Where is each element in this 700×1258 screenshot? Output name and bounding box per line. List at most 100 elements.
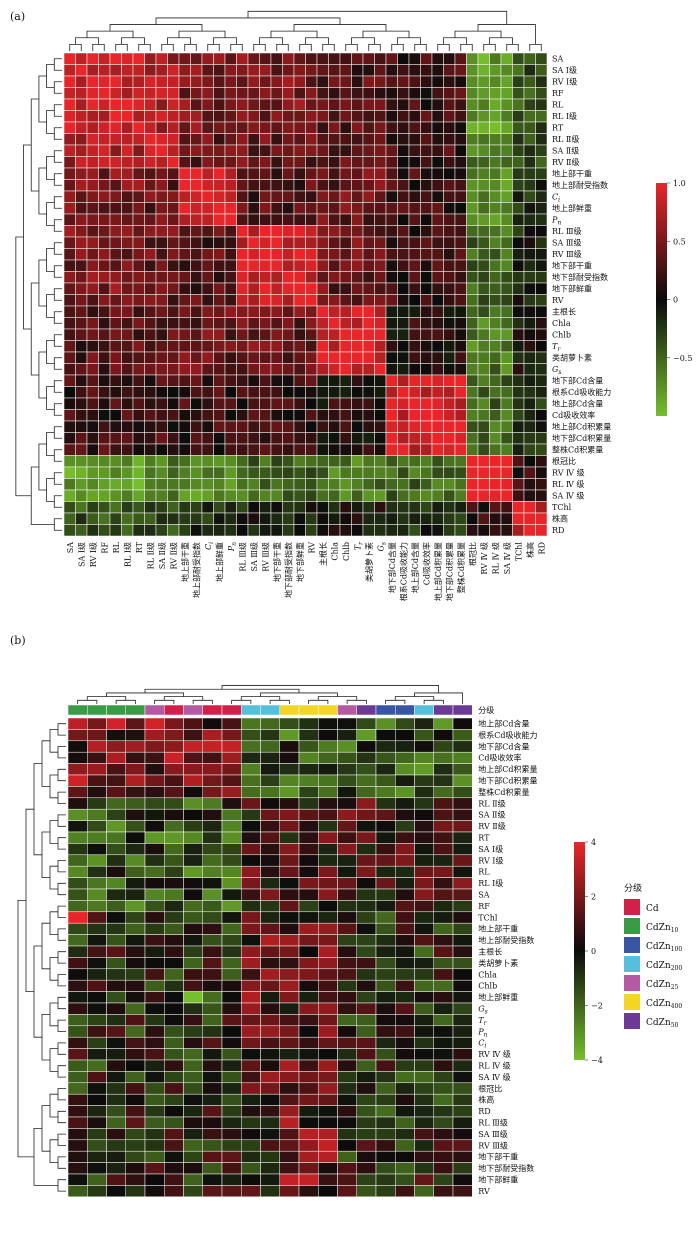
heatmap-cell — [500, 317, 513, 330]
heatmap-cell — [414, 922, 434, 935]
heatmap-cell — [431, 305, 444, 318]
heatmap-cell — [241, 922, 261, 935]
heatmap-cell — [109, 455, 122, 468]
heatmap-cell — [190, 190, 203, 203]
heatmap-cell — [374, 432, 387, 445]
heatmap-cell — [183, 729, 203, 742]
heatmap-cell — [106, 900, 126, 913]
heatmap-cell — [375, 808, 396, 821]
heatmap-cell — [183, 820, 203, 833]
heatmap-cell — [167, 144, 180, 157]
heatmap-cell — [414, 740, 434, 753]
heatmap-cell — [328, 179, 341, 192]
heatmap-cell — [356, 1014, 377, 1027]
heatmap-cell — [420, 374, 433, 387]
heatmap-cell — [500, 420, 513, 433]
heatmap-cell — [144, 979, 165, 992]
heatmap-cell — [420, 110, 433, 123]
heatmap-cell — [67, 1150, 88, 1163]
heatmap-cell — [241, 1071, 261, 1084]
heatmap-cell — [144, 524, 157, 537]
heatmap-cell — [316, 202, 329, 215]
row-label: RV Ⅱ级 — [478, 821, 506, 831]
heatmap-cell — [106, 1105, 126, 1118]
heatmap-cell — [500, 98, 513, 111]
heatmap-cell — [213, 98, 226, 111]
column-label: RV Ⅳ 级 — [479, 542, 489, 575]
heatmap-cell — [202, 786, 223, 799]
heatmap-cell — [260, 797, 280, 810]
heatmap-cell — [362, 156, 375, 169]
heatmap-cell — [167, 363, 180, 376]
heatmap-cell — [178, 75, 191, 88]
heatmap-cell — [397, 213, 410, 226]
heatmap-cell — [523, 524, 536, 537]
heatmap-cell — [109, 397, 122, 410]
heatmap-cell — [385, 156, 398, 169]
heatmap-cell — [183, 991, 203, 1004]
heatmap-cell — [279, 751, 300, 764]
heatmap-cell — [305, 328, 318, 341]
heatmap-cell — [98, 179, 111, 192]
heatmap-cell — [535, 144, 548, 157]
heatmap-cell — [443, 52, 456, 65]
heatmap-cell — [375, 1173, 396, 1186]
heatmap-cell — [395, 945, 415, 958]
heatmap-cell — [375, 979, 396, 992]
heatmap-cell — [477, 340, 490, 353]
heatmap-cell — [452, 1139, 473, 1152]
row-dendrogram — [53, 58, 62, 71]
heatmap-cell — [144, 351, 157, 364]
row-dendrogram — [49, 1002, 58, 1027]
heatmap-cell — [121, 466, 134, 479]
row-label: 类胡萝卜素 — [478, 958, 518, 968]
heatmap-cell — [305, 524, 318, 537]
column-label: RV Ⅰ级 — [88, 542, 98, 567]
heatmap-cell — [86, 489, 99, 502]
heatmap-cell — [489, 133, 502, 146]
heatmap-cell — [109, 225, 122, 238]
heatmap-cell — [167, 87, 180, 100]
heatmap-cell — [109, 489, 122, 502]
heatmap-cell — [351, 133, 364, 146]
heatmap-cell — [339, 271, 352, 284]
heatmap-cell — [385, 121, 398, 134]
heatmap-cell — [259, 524, 272, 537]
heatmap-cell — [63, 271, 76, 284]
heatmap-cell — [395, 1002, 415, 1015]
heatmap-cell — [98, 259, 111, 272]
heatmap-cell — [397, 167, 410, 180]
heatmap-cell — [201, 455, 214, 468]
column-label: 主根长 — [318, 542, 328, 566]
heatmap-cell — [190, 167, 203, 180]
heatmap-cell — [408, 98, 421, 111]
column-dendrogram — [276, 43, 289, 51]
column-label: RV Ⅱ级 — [168, 542, 178, 570]
heatmap-cell — [236, 443, 249, 456]
row-label: 类胡萝卜素 — [552, 353, 592, 363]
heatmap-cell — [375, 900, 396, 913]
heatmap-cell — [318, 751, 338, 764]
heatmap-cell — [431, 87, 444, 100]
heatmap-cell — [414, 865, 434, 878]
heatmap-cell — [132, 409, 145, 422]
heatmap-cell — [477, 328, 490, 341]
heatmap-cell — [356, 740, 377, 753]
heatmap-cell — [213, 133, 226, 146]
heatmap-cell — [109, 236, 122, 249]
heatmap-cell — [178, 478, 191, 491]
heatmap-cell — [87, 843, 107, 856]
heatmap-cell — [395, 1093, 415, 1106]
row-label: 地上部耐受指数 — [552, 180, 608, 190]
heatmap-cell — [375, 820, 396, 833]
heatmap-cell — [63, 328, 76, 341]
heatmap-cell — [305, 466, 318, 479]
heatmap-cell — [247, 248, 260, 261]
heatmap-cell — [75, 455, 88, 468]
heatmap-cell — [337, 1173, 357, 1186]
heatmap-cell — [109, 432, 122, 445]
heatmap-cell — [167, 512, 180, 525]
heatmap-cell — [86, 133, 99, 146]
heatmap-cell — [466, 478, 479, 491]
heatmap-cell — [489, 386, 502, 399]
